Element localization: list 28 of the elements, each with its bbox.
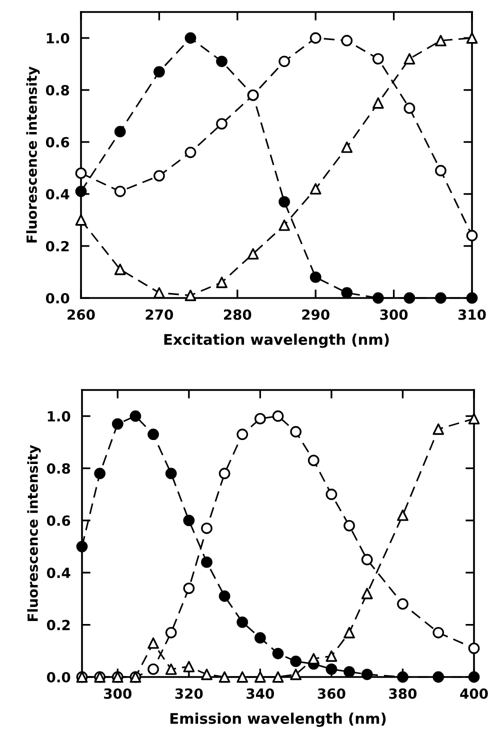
y-tick-label: 0.0 <box>46 292 70 304</box>
y-tick-label: 0.0 <box>46 672 70 682</box>
y-tick-label: 0.4 <box>46 188 70 200</box>
y-tick-label: 0.8 <box>46 463 70 474</box>
x-axis-title: Emission wavelength (nm) <box>170 712 386 727</box>
x-tick-label: 380 <box>389 688 417 699</box>
x-tick-label: 400 <box>460 688 488 699</box>
x-tick-label: 360 <box>318 688 346 699</box>
x-tick-label: 260 <box>68 309 95 320</box>
y-tick-label: 0.8 <box>46 84 70 96</box>
x-tick-label: 340 <box>246 688 274 699</box>
x-axis-title: Excitation wavelength (nm) <box>164 334 389 348</box>
y-tick-label: 1.0 <box>48 411 70 422</box>
y-tick-label: 0.6 <box>46 136 70 148</box>
x-tick-label: 300 <box>104 688 132 699</box>
y-tick-label: 0.4 <box>46 568 70 578</box>
x-tick-label: 270 <box>146 309 174 320</box>
y-tick-label: 0.6 <box>46 515 70 526</box>
y-axis-title: Fluorescence intensity <box>26 66 40 243</box>
x-tick-label: 310 <box>458 309 486 320</box>
y-axis-title: Fluorescence intensity <box>27 444 41 622</box>
x-tick-label: 300 <box>380 309 408 320</box>
y-tick-label: 1.0 <box>46 32 70 44</box>
y-tick-label: 0.2 <box>46 620 70 630</box>
x-tick-label: 280 <box>224 309 252 320</box>
y-tick-label: 0.2 <box>46 240 69 252</box>
x-tick-label: 290 <box>302 309 330 320</box>
x-tick-label: 320 <box>175 688 203 699</box>
